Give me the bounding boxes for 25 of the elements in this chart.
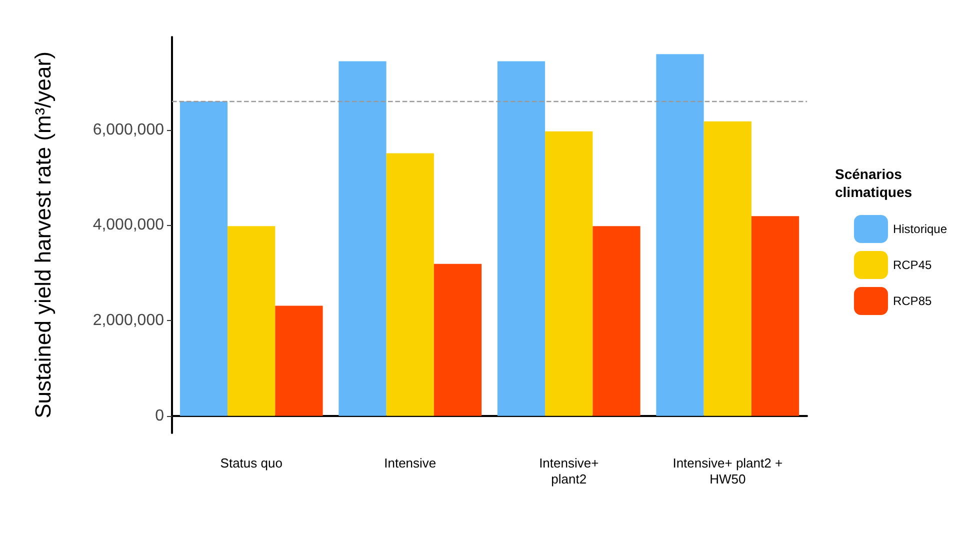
x-tick-label: Status quo xyxy=(220,456,282,470)
bar xyxy=(180,101,228,416)
x-tick-label: Intensive xyxy=(384,456,436,470)
y-tick-label: 6,000,000 xyxy=(92,121,164,138)
bar xyxy=(386,153,434,416)
bar xyxy=(228,226,276,416)
bar xyxy=(592,226,640,416)
bar xyxy=(338,61,386,416)
y-tick-label: 2,000,000 xyxy=(92,312,164,330)
y-tick-label: 0 xyxy=(155,407,164,424)
bar xyxy=(275,306,323,416)
y-axis-title: Sustained yield harvest rate (m³/year) xyxy=(30,52,56,418)
bar xyxy=(704,121,752,416)
legend-label: RCP85 xyxy=(892,294,932,308)
x-tick-label: Intensive+ plant2 xyxy=(539,456,599,486)
y-tick-label: 4,000,000 xyxy=(92,216,164,234)
x-tick-label: Intensive+ plant2 + HW50 xyxy=(672,456,783,486)
bar xyxy=(656,54,704,416)
bar xyxy=(545,131,593,416)
legend-label: Historique xyxy=(892,222,948,236)
bar xyxy=(497,61,546,416)
legend-label: RCP45 xyxy=(892,258,932,272)
legend-title: Scénarios climatiques xyxy=(835,165,912,201)
bar xyxy=(751,216,800,416)
bar xyxy=(434,264,482,416)
